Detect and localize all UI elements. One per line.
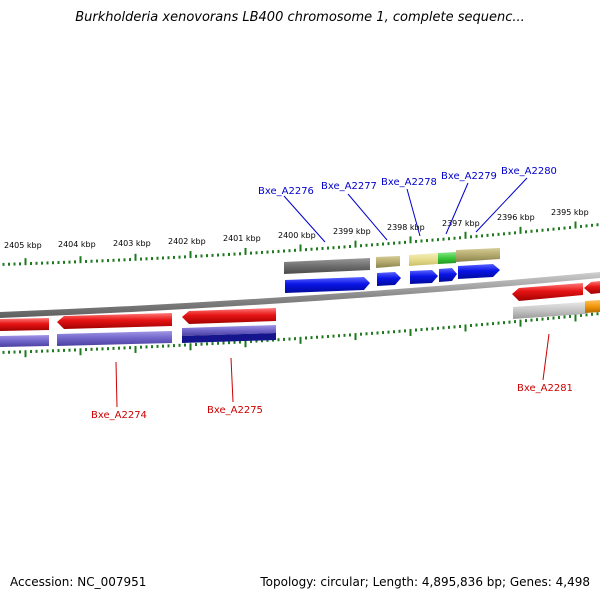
feature-purple-block[interactable] xyxy=(57,331,172,346)
gene-label[interactable]: Bxe_A2281 xyxy=(517,383,573,394)
upper-gene-track xyxy=(285,264,500,293)
callout-line xyxy=(406,188,421,237)
scale-labels: 2405 kbp 2404 kbp 2403 kbp 2402 kbp 2401… xyxy=(4,208,589,250)
feature-purple-block[interactable] xyxy=(182,325,276,336)
scale-label: 2403 kbp xyxy=(113,239,151,248)
callout-line xyxy=(445,182,469,235)
scale-label: 2395 kbp xyxy=(551,208,589,217)
accession-text: Accession: NC_007951 xyxy=(10,575,147,589)
gene-arrow-reverse[interactable] xyxy=(584,281,600,294)
scale-label: 2401 kbp xyxy=(223,234,261,243)
feature-khaki-block[interactable] xyxy=(409,253,438,266)
gene-arrow-forward[interactable] xyxy=(377,272,401,286)
callout-line xyxy=(475,177,528,233)
feature-olive-block[interactable] xyxy=(376,256,400,268)
lower-gene-track xyxy=(0,281,600,331)
lower-gene-labels: Bxe_A2274 Bxe_A2275 Bxe_A2281 xyxy=(91,383,573,421)
feature-olive-block-2[interactable] xyxy=(456,248,500,262)
callout-line xyxy=(347,193,388,241)
lower-feature-track xyxy=(0,300,600,347)
scale-label: 2404 kbp xyxy=(58,240,96,249)
gene-arrow-forward[interactable] xyxy=(410,270,438,284)
gene-arrow-forward[interactable] xyxy=(285,277,370,293)
gene-arrow-reverse[interactable] xyxy=(182,308,276,324)
feature-orange-block[interactable] xyxy=(585,300,600,313)
scale-label: 2398 kbp xyxy=(387,223,425,232)
callout-line xyxy=(542,333,550,381)
gene-label[interactable]: Bxe_A2276 xyxy=(258,186,314,197)
gene-label[interactable]: Bxe_A2280 xyxy=(501,166,557,177)
feature-gray-block[interactable] xyxy=(284,258,370,274)
gene-arrow-forward[interactable] xyxy=(439,268,457,282)
gene-label[interactable]: Bxe_A2277 xyxy=(321,181,377,192)
gene-arrow-reverse[interactable] xyxy=(0,318,49,331)
gene-label[interactable]: Bxe_A2278 xyxy=(381,177,437,188)
callout-line xyxy=(283,195,326,243)
gene-label[interactable]: Bxe_A2275 xyxy=(207,405,263,416)
map-title: Burkholderia xenovorans LB400 chromosome… xyxy=(75,10,525,25)
feature-lightgray-block[interactable] xyxy=(513,302,585,319)
feature-green-block[interactable] xyxy=(438,252,456,264)
upper-feature-track xyxy=(284,248,500,274)
feature-navy-block[interactable] xyxy=(182,333,276,343)
feature-purple-block[interactable] xyxy=(0,335,49,347)
gene-arrow-forward[interactable] xyxy=(458,264,500,279)
sequence-summary: Topology: circular; Length: 4,895,836 bp… xyxy=(260,575,590,589)
scale-ticks-upper xyxy=(2,221,599,266)
scale-label: 2397 kbp xyxy=(442,219,480,228)
scale-label: 2396 kbp xyxy=(497,213,535,222)
callout-line xyxy=(115,361,118,408)
callout-line xyxy=(230,357,234,403)
gene-label[interactable]: Bxe_A2279 xyxy=(441,171,497,182)
scale-label: 2402 kbp xyxy=(168,237,206,246)
gene-arrow-reverse[interactable] xyxy=(57,313,172,329)
scale-label: 2399 kbp xyxy=(333,227,371,236)
gene-arrow-reverse[interactable] xyxy=(512,283,583,301)
upper-callout-lines xyxy=(283,177,528,243)
upper-gene-labels: Bxe_A2276 Bxe_A2277 Bxe_A2278 Bxe_A2279 … xyxy=(258,166,557,197)
scale-label: 2400 kbp xyxy=(278,231,316,240)
gene-label[interactable]: Bxe_A2274 xyxy=(91,410,147,421)
chromosome-backbone xyxy=(0,272,600,318)
lower-callout-lines xyxy=(115,333,550,408)
scale-ticks-lower xyxy=(2,312,599,358)
scale-label: 2405 kbp xyxy=(4,241,42,250)
